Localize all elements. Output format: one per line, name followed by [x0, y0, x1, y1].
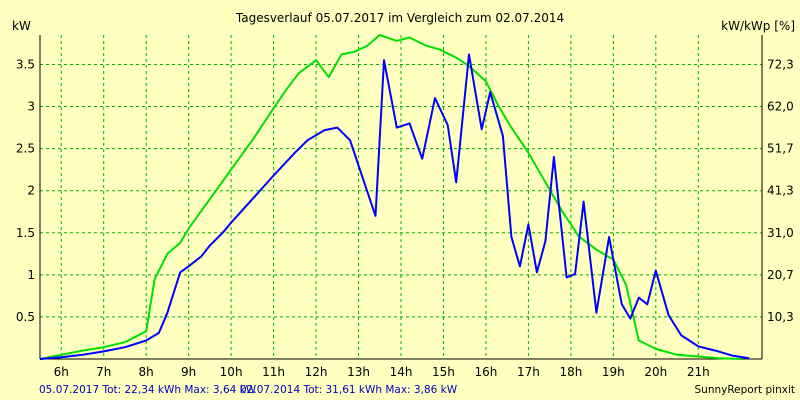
x-tick: 7h	[96, 365, 111, 379]
footer-stats-2017: 05.07.2017 Tot: 22,34 kWh Max: 3,64 kW	[39, 384, 257, 396]
footer-brand: SunnyReport pinxit	[695, 384, 795, 396]
x-tick: 18h	[559, 365, 582, 379]
x-tick: 8h	[139, 365, 154, 379]
x-tick: 16h	[475, 365, 498, 379]
series-line-05.07.2017	[39, 53, 750, 360]
footer-stats-2014: 02.07.2014 Tot: 31,61 kWh Max: 3,86 kW	[240, 384, 458, 396]
x-tick: 10h	[220, 365, 243, 379]
y-tick-right: 20,7	[767, 268, 794, 282]
axes	[39, 35, 763, 360]
x-tick: 9h	[181, 365, 196, 379]
y-axis-right-label: kW/kWp [%]	[721, 19, 795, 33]
series-line-02.07.2014	[39, 34, 741, 360]
y-tick-right: 72,3	[767, 57, 794, 71]
series-layer	[39, 34, 750, 360]
y-axis-left-label: kW	[12, 19, 31, 33]
y-tick-right: 31,0	[767, 226, 794, 240]
y-tick-left: 2.5	[16, 142, 35, 156]
y-tick-left: 3.5	[16, 57, 35, 71]
tick-labels: 0.5 10,3 1 20,7 1.5 31,0 2 41,3 2.5 51,7 3 62,0 3.5 7…	[16, 57, 794, 379]
x-tick: 21h	[687, 365, 710, 379]
y-tick-right: 41,3	[767, 184, 794, 198]
x-tick: 19h	[602, 365, 625, 379]
y-tick-left: 3	[27, 100, 35, 114]
y-tick-left: 2	[27, 184, 35, 198]
x-tick: 11h	[262, 365, 285, 379]
x-tick: 20h	[644, 365, 667, 379]
x-tick: 17h	[517, 365, 540, 379]
y-tick-right: 51,7	[767, 142, 794, 156]
y-tick-left: 1	[27, 268, 35, 282]
grid	[40, 35, 762, 359]
x-tick: 12h	[305, 365, 328, 379]
x-tick: 13h	[347, 365, 370, 379]
y-tick-left: 1.5	[16, 226, 35, 240]
y-tick-right: 10,3	[767, 310, 794, 324]
x-tick: 6h	[54, 365, 69, 379]
y-tick-left: 0.5	[16, 310, 35, 324]
x-tick: 15h	[432, 365, 455, 379]
x-tick: 14h	[390, 365, 413, 379]
y-tick-right: 62,0	[767, 100, 794, 114]
chart-title: Tagesverlauf 05.07.2017 im Vergleich zum…	[235, 11, 564, 25]
